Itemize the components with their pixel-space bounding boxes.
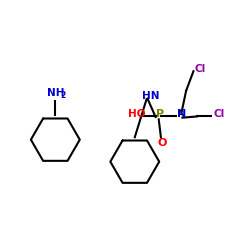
Text: P: P xyxy=(156,109,164,119)
Text: N: N xyxy=(177,110,186,120)
Text: Cl: Cl xyxy=(213,109,224,119)
Text: HN: HN xyxy=(142,90,160,101)
Text: O: O xyxy=(158,138,168,148)
Text: HO: HO xyxy=(128,109,146,119)
Text: 2: 2 xyxy=(60,90,66,100)
Text: Cl: Cl xyxy=(195,64,206,74)
Text: NH: NH xyxy=(46,88,64,98)
